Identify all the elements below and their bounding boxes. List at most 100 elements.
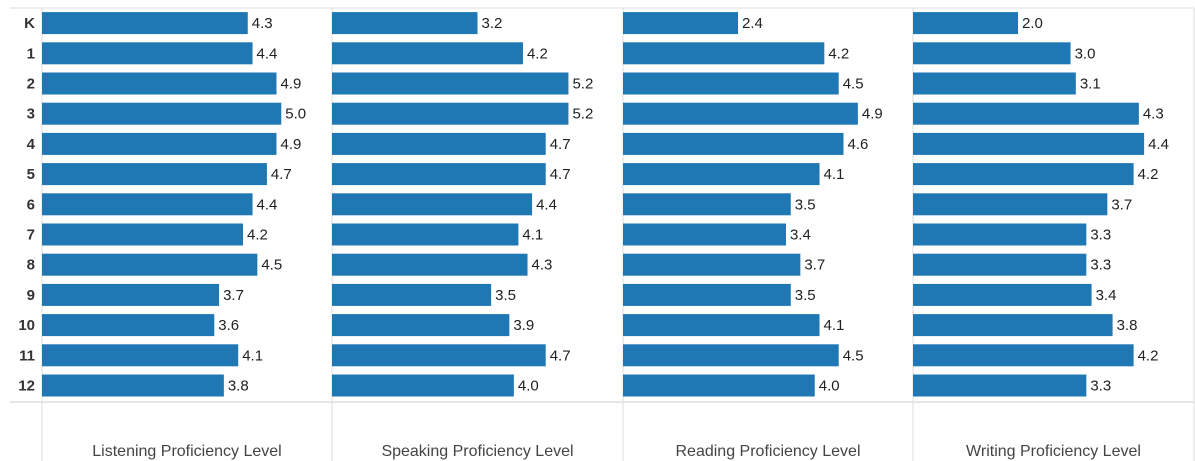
bar [913,253,1087,276]
value-label: 3.3 [1090,377,1111,394]
value-label: 4.7 [550,347,571,364]
row-label: 3 [27,106,35,123]
bar [42,283,220,306]
value-label: 3.7 [804,257,825,274]
bar [913,163,1134,186]
value-label: 3.4 [1096,287,1117,304]
axis-label: Listening Proficiency Level [92,443,281,460]
value-label: 4.4 [257,45,278,62]
bar [332,72,569,95]
value-label: 4.7 [550,166,571,183]
value-label: 3.8 [1117,317,1138,334]
value-label: 4.1 [824,317,845,334]
bar [332,12,478,35]
value-label: 4.1 [824,166,845,183]
bar [332,223,519,246]
bar [623,102,858,125]
bar [623,12,739,35]
bar [913,193,1108,216]
bar [332,344,546,367]
axis-label: Writing Proficiency Level [966,443,1141,460]
bar [913,223,1087,246]
bar [623,163,820,186]
bar [623,374,815,397]
value-label: 4.0 [819,377,840,394]
bar [623,193,791,216]
bar [913,12,1019,35]
value-label: 4.2 [828,45,849,62]
bar [623,283,791,306]
bar [332,163,546,186]
value-label: 4.2 [247,226,268,243]
value-label: 3.0 [1075,45,1096,62]
value-label: 2.4 [742,15,763,32]
row-label: 8 [27,257,35,274]
value-label: 4.3 [532,257,553,274]
value-label: 4.3 [1143,106,1164,123]
row-label: 9 [27,287,35,304]
bar [42,374,224,397]
value-label: 4.2 [1138,347,1159,364]
bar [332,42,523,65]
bar [42,314,215,337]
bar [42,42,253,65]
row-label: 2 [27,75,35,92]
row-label: 10 [18,317,35,334]
row-label: 5 [27,166,35,183]
bar [913,314,1113,337]
bar [913,283,1092,306]
bar [42,72,277,95]
row-label: 6 [27,196,35,213]
value-label: 4.1 [242,347,263,364]
value-label: 3.8 [228,377,249,394]
value-label: 3.2 [482,15,503,32]
value-label: 4.5 [843,347,864,364]
bar [42,102,282,125]
value-label: 5.2 [572,106,593,123]
value-label: 2.0 [1022,15,1043,32]
bar [623,223,786,246]
bar [623,344,839,367]
bar [913,132,1145,155]
value-label: 3.4 [790,226,811,243]
bar [913,72,1076,95]
bar [332,283,492,306]
row-label: 4 [27,136,36,153]
row-label: 1 [27,45,35,62]
value-label: 4.1 [522,226,543,243]
value-label: 4.4 [257,196,278,213]
bar [42,253,258,276]
bar [42,344,239,367]
value-label: 4.6 [847,136,868,153]
value-label: 4.5 [843,75,864,92]
row-label: K [24,15,35,32]
bar [913,374,1087,397]
value-label: 4.3 [252,15,273,32]
row-label: 12 [18,377,35,394]
value-label: 4.4 [536,196,557,213]
value-label: 5.0 [285,106,306,123]
bar [913,102,1139,125]
value-label: 4.7 [550,136,571,153]
value-label: 4.7 [271,166,292,183]
value-label: 3.7 [1111,196,1132,213]
value-label: 4.9 [280,75,301,92]
value-label: 4.2 [527,45,548,62]
row-label: 7 [27,226,35,243]
value-label: 4.9 [280,136,301,153]
bar [623,314,820,337]
value-label: 3.3 [1090,226,1111,243]
bar [42,163,267,186]
bar [42,193,253,216]
bar [623,132,844,155]
bar [332,314,510,337]
value-label: 3.7 [223,287,244,304]
bar [623,72,839,95]
value-label: 3.6 [218,317,239,334]
bar [623,42,825,65]
value-label: 3.5 [795,287,816,304]
value-label: 4.4 [1148,136,1169,153]
bar [332,253,528,276]
value-label: 3.3 [1090,257,1111,274]
